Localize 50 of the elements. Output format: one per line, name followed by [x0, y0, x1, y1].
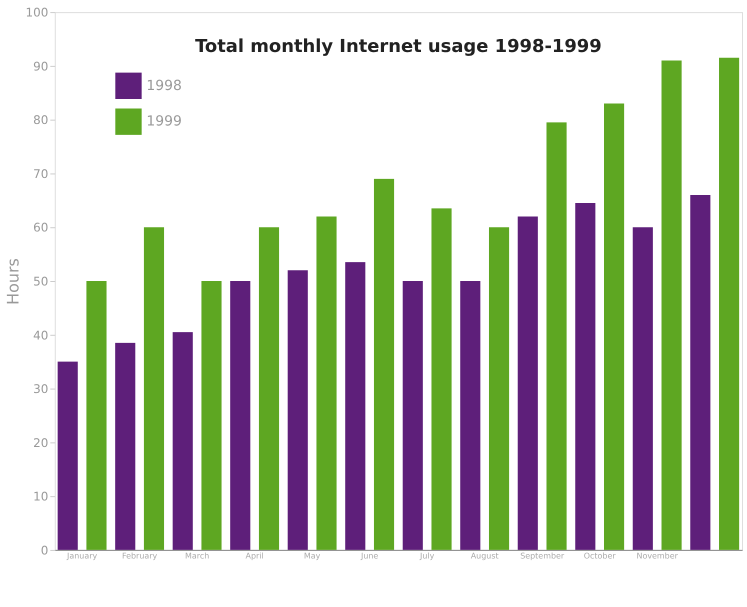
x-tick-label: May: [304, 551, 321, 560]
x-tick-label: February: [122, 551, 158, 560]
x-tick-label: April: [246, 551, 264, 560]
bar: [402, 281, 423, 550]
y-tick-label: 60: [33, 220, 48, 235]
bar: [230, 281, 250, 550]
text: Total monthly Internet usage 1998-1999: [195, 36, 602, 57]
y-tick-label: 0: [40, 543, 48, 558]
y-tick-label: 20: [33, 436, 48, 450]
legend-label: 1998: [146, 78, 182, 94]
bar: [374, 178, 394, 550]
bar: [719, 58, 740, 550]
bar: [316, 216, 337, 550]
bar: [546, 122, 567, 550]
bar: [690, 194, 710, 550]
y-tick-label: 30: [33, 382, 48, 396]
x-tick-label: October: [584, 551, 616, 560]
bar: [604, 104, 624, 550]
bar: [488, 227, 510, 550]
y-tick-label: 90: [33, 59, 48, 74]
x-tick-label: July: [419, 551, 435, 560]
x-tick-label: January: [66, 551, 98, 560]
y-tick-label: 80: [33, 113, 48, 128]
y-tick-label: 40: [33, 328, 48, 342]
x-tick-label: August: [470, 551, 499, 560]
legend-label: 1999: [146, 114, 182, 130]
y-tick-label: 100: [26, 6, 48, 20]
bar: [58, 362, 78, 550]
y-tick-label: 10: [33, 490, 48, 504]
bar: [258, 227, 280, 550]
bar: [431, 208, 452, 550]
x-tick-label: March: [184, 551, 210, 560]
bar: [632, 227, 653, 550]
x-tick-label: June: [360, 551, 378, 560]
x-tick-label: November: [636, 551, 679, 560]
bar: [345, 262, 366, 550]
bar: [115, 342, 136, 550]
bar: [288, 270, 308, 550]
bar: [518, 216, 538, 550]
y-axis-title: Hours: [4, 258, 23, 305]
bar: [662, 60, 682, 550]
bar: [201, 281, 222, 550]
bar: [460, 281, 480, 550]
bar: [575, 203, 596, 550]
bar: [86, 281, 107, 550]
bar: [144, 227, 164, 550]
y-tick-label: 50: [33, 274, 48, 288]
bar: [172, 332, 193, 550]
y-tick-label: 70: [33, 166, 48, 181]
x-tick-label: September: [520, 551, 565, 560]
